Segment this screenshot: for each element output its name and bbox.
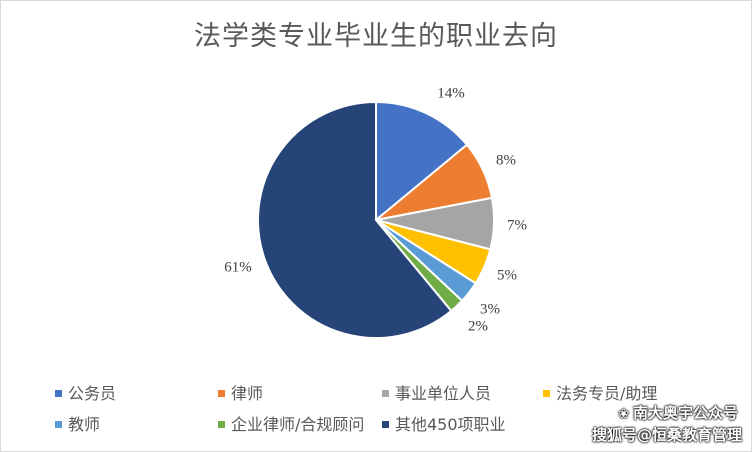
legend-label: 企业律师/合规顾问 xyxy=(231,415,365,434)
legend-swatch-public-institution xyxy=(382,390,389,397)
legend-swatch-civil-servant xyxy=(55,390,62,397)
pie-data-label: 61% xyxy=(224,259,252,275)
legend-item-teacher: 教师 xyxy=(55,415,100,435)
pie-data-label: 7% xyxy=(507,217,527,233)
pie-slices xyxy=(257,100,495,339)
legend-swatch-teacher xyxy=(55,421,62,428)
pie-data-labels: 14% 8% 7% 5% 3%2% 61% xyxy=(224,85,527,334)
pie-data-label: 8% xyxy=(496,152,516,168)
legend-item-legal-specialist: 法务专员/助理 xyxy=(543,384,657,404)
chart-title: 法学类专业毕业生的职业去向 xyxy=(194,21,558,52)
legend-label: 事业单位人员 xyxy=(395,384,492,403)
legend-label: 其他450项职业 xyxy=(395,415,506,434)
pie-data-label: 14% xyxy=(437,85,465,101)
legend-item-other-occupations: 其他450项职业 xyxy=(382,415,506,435)
legend-label: 教师 xyxy=(68,415,101,434)
legend-label: 法务专员/助理 xyxy=(556,384,658,403)
legend-item-civil-servant: 公务员 xyxy=(55,384,116,404)
legend-swatch-legal-specialist xyxy=(543,390,550,397)
pie-data-label: 3% xyxy=(480,301,500,317)
watermark-line-1: ❀ 南大奥宇公众号 xyxy=(618,402,738,423)
pie-data-label: 2% xyxy=(468,318,488,334)
watermark-line-2: 搜狐号@恒桑教育管理 xyxy=(591,426,742,444)
legend-label: 公务员 xyxy=(68,384,117,403)
legend-item-lawyer: 律师 xyxy=(218,384,263,404)
watermark-text-1: 南大奥宇公众号 xyxy=(632,404,738,422)
legend-swatch-corporate-counsel xyxy=(218,421,225,428)
pie-slice xyxy=(375,100,469,223)
legend-swatch-other-occupations xyxy=(382,421,389,428)
legend-item-public-institution: 事业单位人员 xyxy=(382,384,491,404)
legend-swatch-lawyer xyxy=(218,390,225,397)
legend-label: 律师 xyxy=(231,384,264,403)
legend-item-corporate-counsel: 企业律师/合规顾问 xyxy=(218,415,364,435)
pie-data-label: 5% xyxy=(497,267,517,283)
pie-slice xyxy=(257,100,453,339)
wechat-icon: ❀ xyxy=(618,407,629,422)
